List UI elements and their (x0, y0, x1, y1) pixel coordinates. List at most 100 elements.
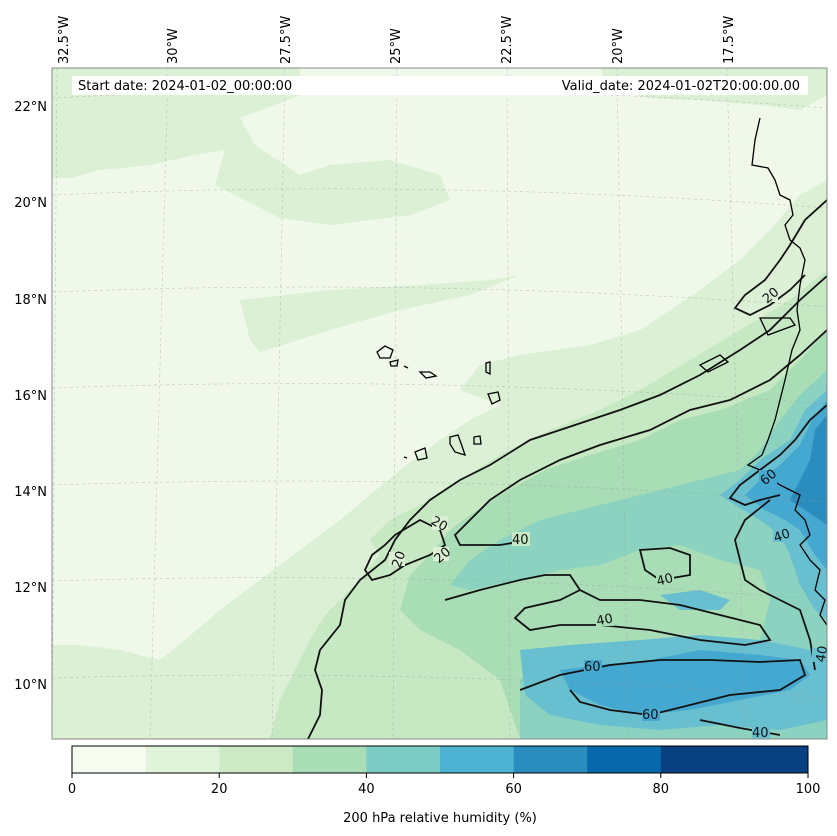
parallel-10n (52, 674, 827, 699)
lat-label-12n: 12°N (14, 581, 47, 596)
colorbar-swatch-60-70 (513, 746, 588, 773)
contour-label-bg-11 (584, 660, 602, 674)
colorbar-swatch-30-40 (292, 746, 367, 773)
colorbar-ticks: 0 20 40 60 80 100 (68, 773, 821, 797)
parallel-14n (52, 480, 827, 503)
lat-label-14n: 14°N (14, 485, 47, 500)
colorbar-label: 200 hPa relative humidity (%) (343, 811, 537, 826)
start-date-label: Start date: 2024-01-02_00:00:00 (78, 79, 292, 94)
contour-label-40-coast: 40 (772, 526, 793, 546)
cape-verde-boavista (376, 345, 394, 359)
colorbar-swatch-70-80 (587, 746, 662, 773)
humidity-band-10-20-north (52, 68, 450, 225)
bijagos-island-b (698, 354, 730, 373)
colorbar-swatch-0-10 (72, 746, 147, 773)
contour-label-60-bottom: 60 (642, 708, 659, 723)
meridian-25w (392, 68, 398, 739)
colorbar: 0 20 40 60 80 100 200 hPa relative humidity (… (68, 745, 821, 826)
colorbar-swatch-90-100 (734, 746, 809, 773)
parallel-20n (52, 188, 827, 209)
cape-verde-islet-d (403, 456, 408, 459)
humidity-band-60-70 (745, 400, 827, 570)
lon-label-17-5w: 17.5°W (722, 16, 737, 64)
lat-label-16n: 16°N (14, 389, 47, 404)
lon-label-20w: 20°W (611, 28, 626, 64)
colorbar-frame (71, 745, 809, 774)
colorbar-swatch-80-90 (660, 746, 735, 773)
colorbar-tick-label-80: 80 (653, 782, 670, 797)
cape-verde-islet-a (403, 365, 409, 369)
contour-label-20-west: 20 (390, 549, 410, 570)
humidity-band-10-20-northwest-strip (240, 275, 520, 352)
contour-label-bg-8 (773, 528, 791, 542)
lat-label-18n: 18°N (14, 293, 47, 308)
lon-label-25w: 25°W (389, 28, 404, 64)
parallel-18n (52, 286, 827, 308)
contour-40-band (444, 574, 772, 646)
cape-verde-sal (389, 359, 399, 367)
contour-40-loop (734, 499, 816, 671)
meridian-30w (149, 68, 169, 739)
contour-label-bg-6 (656, 572, 674, 586)
contour-label-bg-1 (762, 288, 778, 302)
lon-label-22-5w: 22.5°W (500, 16, 515, 64)
meridian-27-5w (271, 68, 286, 739)
colorbar-swatches (72, 746, 809, 773)
longitude-labels: 32.5°W 30°W 27.5°W 25°W 22.5°W 20°W 17.5… (57, 16, 737, 64)
cape-verde-islet-b (418, 371, 438, 379)
cape-verde-maio (487, 391, 501, 405)
cape-verde-islet-c (485, 361, 491, 376)
contour-60-south (519, 659, 807, 716)
contour-label-60-south: 60 (584, 660, 601, 675)
africa-coast (746, 117, 827, 626)
cape-verde-fogo (473, 435, 482, 445)
contour-label-bg-12 (642, 707, 660, 721)
colorbar-tick-label-60: 60 (505, 782, 522, 797)
contour-60-north (728, 404, 827, 506)
lon-label-27-5w: 27.5°W (279, 16, 294, 64)
lat-label-20n: 20°N (14, 196, 47, 211)
map-frame (51, 67, 828, 740)
contour-label-40-bottom: 40 (752, 726, 769, 741)
map-plot-area[interactable]: 20 20 20 20 40 40 40 40 40 60 60 60 40 (52, 68, 831, 741)
lat-label-10n: 10°N (14, 678, 47, 693)
lon-label-32-5w: 32.5°W (57, 16, 72, 64)
colorbar-swatch-10-20 (145, 746, 220, 773)
cape-verde-brava (414, 447, 428, 461)
colorbar-swatch-20-30 (219, 746, 294, 773)
contour-20-loop (363, 518, 447, 582)
start-date-box (72, 76, 808, 95)
meridian-17-5w (726, 68, 746, 739)
contour-label-40-east: 40 (655, 571, 675, 590)
contour-label-bg-10 (759, 470, 777, 484)
contour-label-40-main: 40 (512, 533, 529, 548)
parallel-16n (52, 383, 827, 405)
colorbar-swatch-50-60 (440, 746, 515, 773)
contour-labels: 20 20 20 20 40 40 40 40 40 60 60 60 40 (389, 285, 832, 741)
meridian-32-5w (52, 68, 58, 739)
contour-label-40-band: 40 (595, 611, 614, 629)
contour-label-20-loop: 20 (428, 514, 450, 535)
coastlines (376, 117, 827, 626)
contour-label-bg-5 (512, 532, 530, 546)
contour-label-bg-4 (389, 552, 405, 566)
contour-label-40-southeast: 40 (814, 645, 832, 664)
latitude-labels: 22°N 20°N 18°N 16°N 14°N 12°N 10°N (14, 100, 47, 693)
meridian-22-5w (506, 68, 511, 739)
contour-20-main (307, 275, 827, 739)
humidity-band-60-70-south (560, 650, 810, 715)
cape-verde-santiago (449, 434, 467, 456)
parallel-12n (52, 577, 827, 601)
colorbar-tick-label-20: 20 (211, 782, 228, 797)
colorbar-tick-label-40: 40 (358, 782, 375, 797)
colorbar-tick-label-0: 0 (68, 782, 76, 797)
contour-label-bg-13 (752, 726, 770, 739)
lat-label-22n: 22°N (14, 100, 47, 115)
contour-label-bg-3 (433, 547, 449, 561)
bijagos-island-a (758, 317, 797, 336)
contour-40-main (453, 329, 827, 546)
contour-label-bg-7 (596, 612, 614, 626)
colorbar-tick-label-100: 100 (796, 782, 821, 797)
valid-date-label: Valid_date: 2024-01-02T20:00:00.00 (562, 79, 800, 94)
contour-40-east (638, 547, 691, 581)
